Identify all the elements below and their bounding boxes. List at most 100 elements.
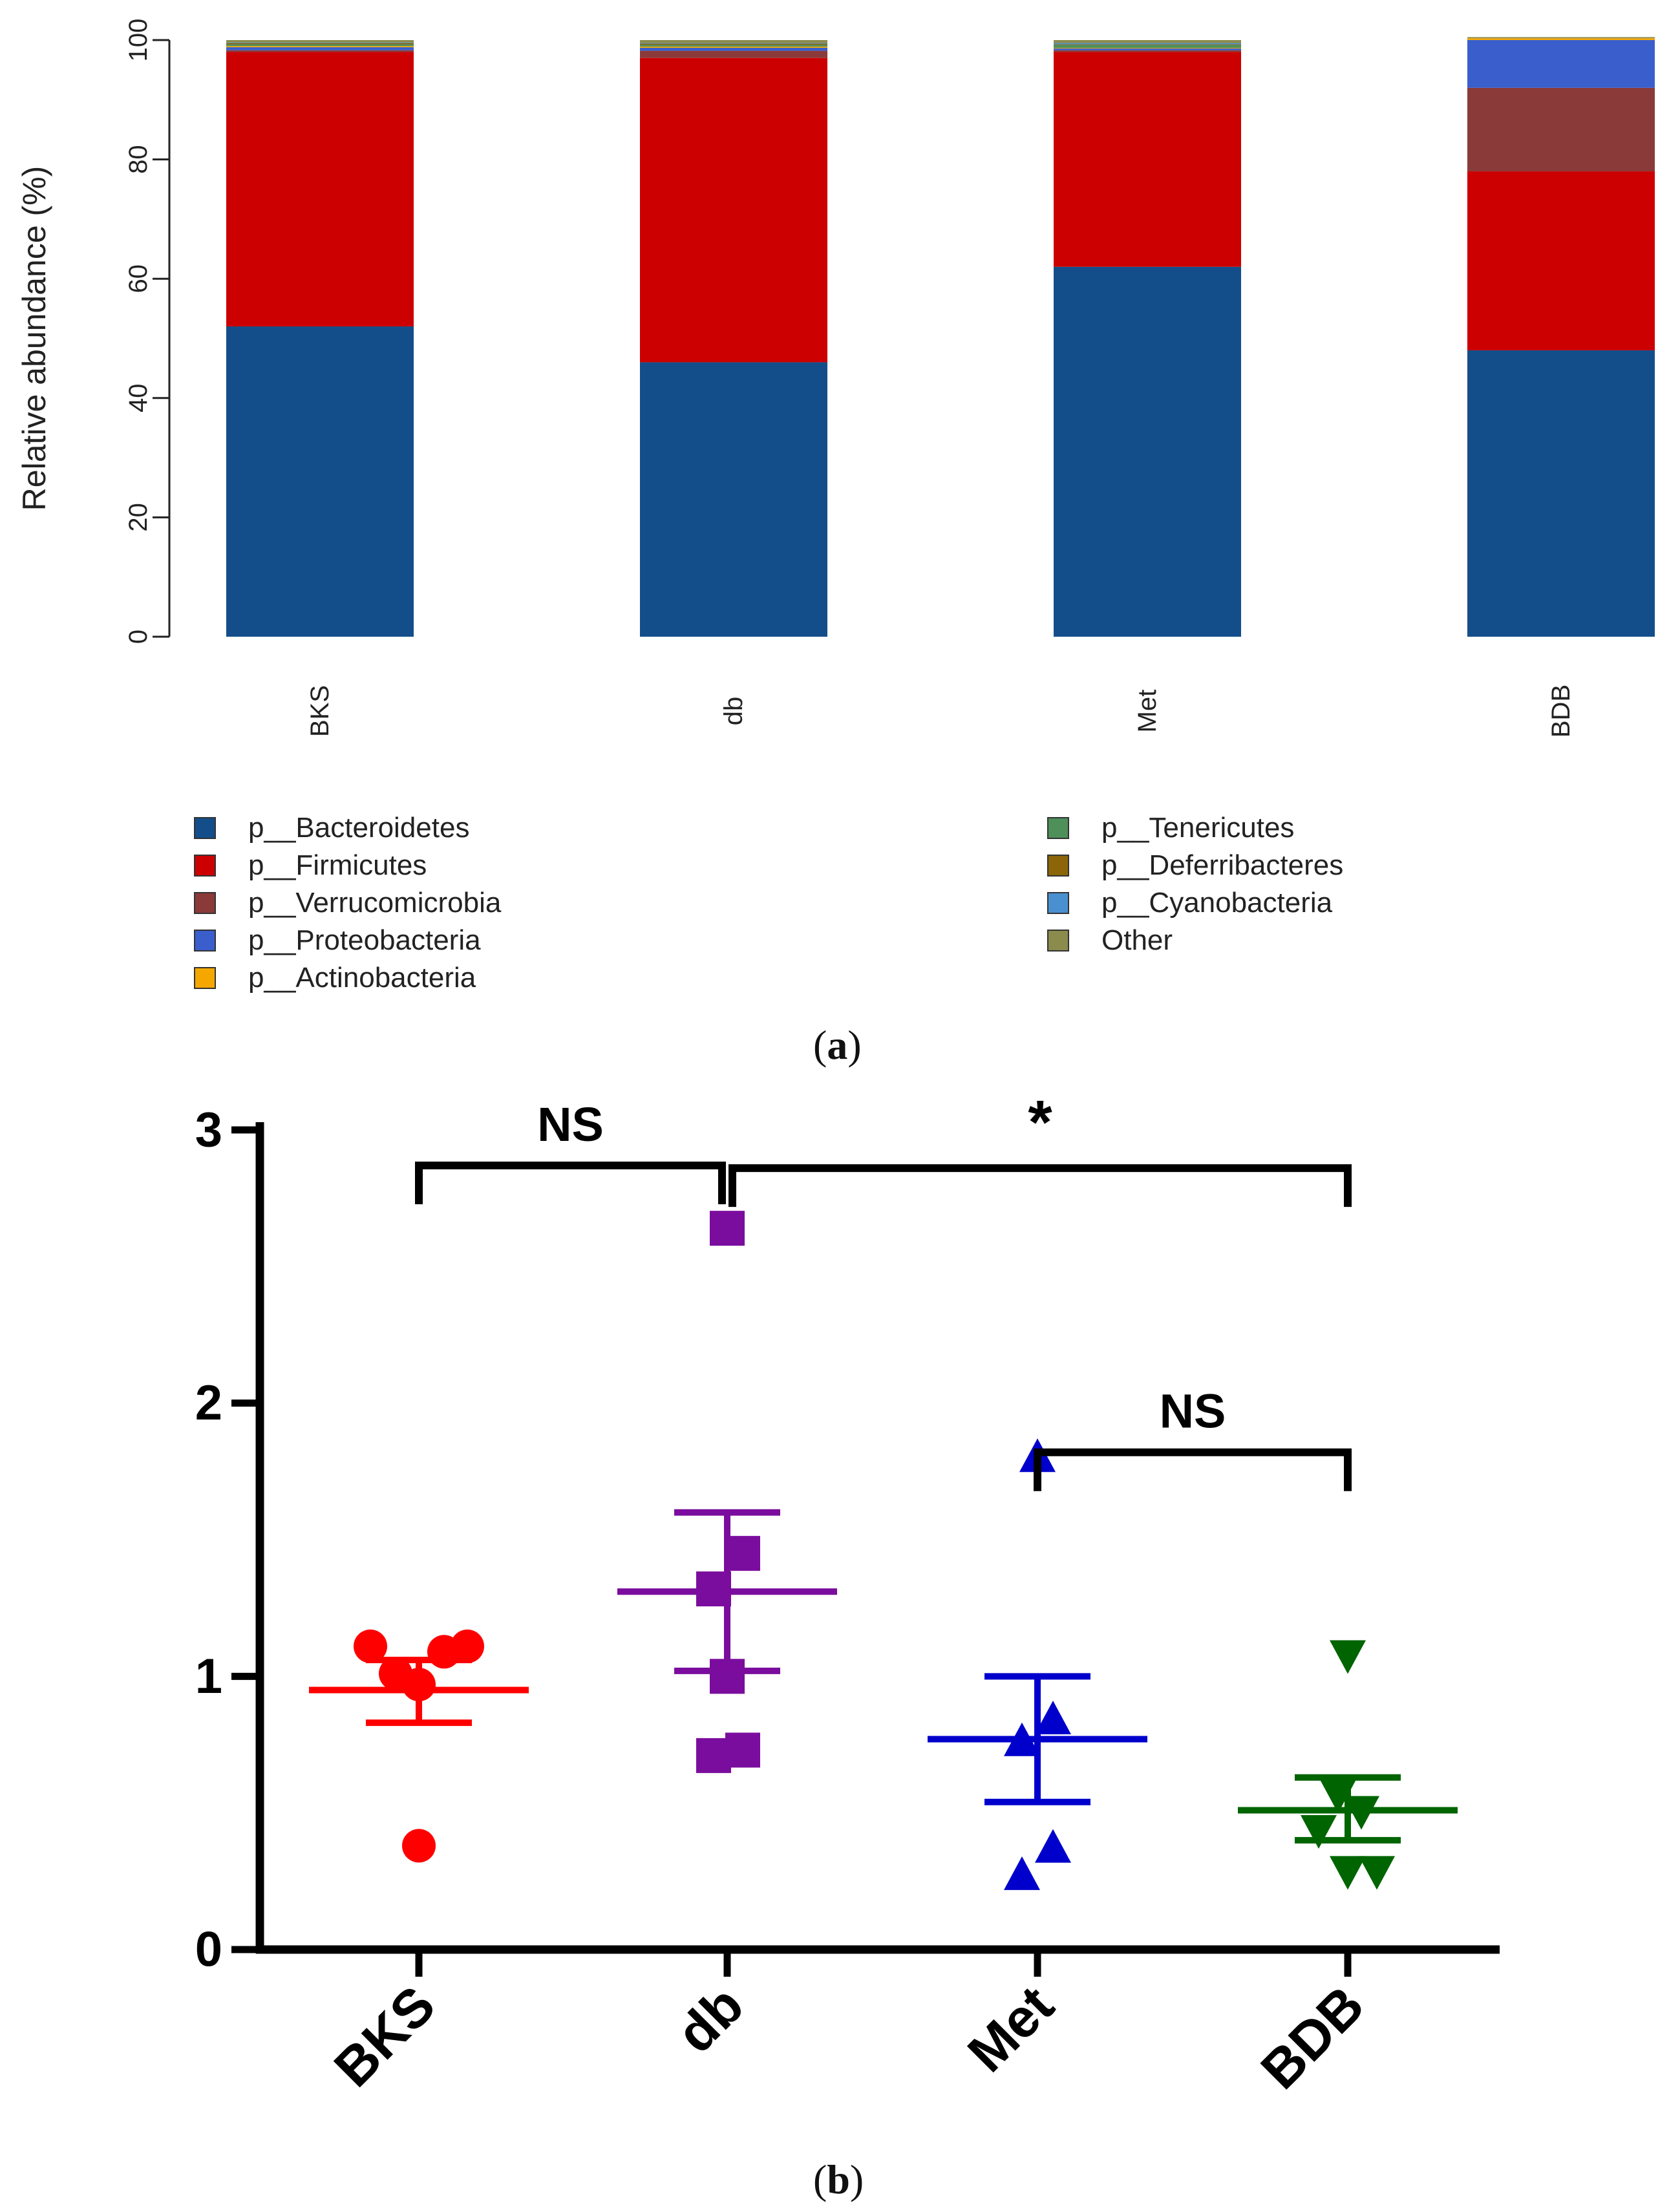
bar-segment xyxy=(640,47,827,51)
significance-bracket xyxy=(415,1161,726,1204)
data-point xyxy=(402,1829,436,1863)
scatter-chart: 0 1 2 3 BKS db Met BDB NS * NS xyxy=(195,1088,1500,2100)
data-point xyxy=(1004,1856,1040,1890)
data-point xyxy=(1330,1856,1366,1890)
legend-swatch xyxy=(194,930,216,952)
legend-swatch xyxy=(1047,817,1069,839)
y-tick-label: 80 xyxy=(124,145,153,174)
bar-segment xyxy=(1054,266,1241,637)
y-tick-label: 20 xyxy=(124,503,153,532)
legend-label: p__Tenericutes xyxy=(1101,812,1295,844)
bar-segment xyxy=(640,47,827,48)
bar-segment xyxy=(1054,50,1241,52)
bar-segment xyxy=(226,326,414,637)
legend-item: p__Bacteroidetes xyxy=(194,809,501,847)
panel-b-label: (b) xyxy=(813,2156,864,2202)
y-tick-label: 0 xyxy=(195,1922,222,1977)
legend-item: p__Proteobacteria xyxy=(194,922,501,959)
bar-segment xyxy=(640,45,827,47)
bar-segment xyxy=(1467,171,1655,350)
bar-segment xyxy=(1054,43,1241,45)
y-tick-label: 60 xyxy=(124,264,153,293)
bar-segment xyxy=(1054,45,1241,48)
legend-left: p__Bacteroidetes p__Firmicutes p__Verruc… xyxy=(194,809,501,997)
legend-item: Other xyxy=(1047,922,1343,959)
data-point xyxy=(1359,1856,1395,1890)
bar-segment xyxy=(1467,37,1655,39)
x-tick-label: BKS xyxy=(323,1974,447,2098)
bar-segment xyxy=(226,40,414,43)
legend-right: p__Tenericutes p__Deferribacteres p__Cya… xyxy=(1047,809,1343,959)
x-tick-label: db xyxy=(665,1974,755,2064)
legend-item: p__Cyanobacteria xyxy=(1047,884,1343,922)
y-tick-label: 0 xyxy=(124,630,153,644)
legend-item: p__Firmicutes xyxy=(194,847,501,884)
x-tick-label: db xyxy=(719,697,748,726)
bar-segment xyxy=(226,43,414,45)
bar-segment xyxy=(226,52,414,327)
legend-swatch xyxy=(194,855,216,877)
bar-segment xyxy=(226,47,414,50)
y-tick-label: 1 xyxy=(195,1649,222,1704)
bar-segment xyxy=(1054,52,1241,267)
legend-item: p__Deferribacteres xyxy=(1047,847,1343,884)
data-point xyxy=(1301,1815,1337,1849)
x-tick-label: BDB xyxy=(1547,685,1575,738)
bar-segment xyxy=(640,40,827,43)
legend-swatch xyxy=(194,892,216,914)
bar-segment xyxy=(640,50,827,58)
relative-abundance-chart: 0 20 40 60 80 100 Relative abundance (%) BKS db M… xyxy=(16,19,1655,738)
bar-segment xyxy=(640,58,827,363)
significance-label: * xyxy=(1028,1088,1052,1157)
bar-segment xyxy=(640,43,827,44)
data-point xyxy=(354,1629,387,1663)
bar-segment xyxy=(226,46,414,48)
legend-label: p__Proteobacteria xyxy=(248,924,481,956)
legend-swatch xyxy=(1047,892,1069,914)
data-point xyxy=(1035,1829,1071,1863)
legend-item: p__Tenericutes xyxy=(1047,809,1343,847)
bar-segment xyxy=(226,44,414,47)
legend-item: p__Actinobacteria xyxy=(194,959,501,997)
legend-label: p__Deferribacteres xyxy=(1101,849,1344,881)
bar-segment xyxy=(226,50,414,52)
y-axis-label: Relative abundance (%) xyxy=(16,166,52,511)
x-tick-label: Met xyxy=(1133,690,1162,733)
legend-label: Other xyxy=(1101,924,1173,956)
legend-label: p__Bacteroidetes xyxy=(248,812,470,844)
legend-swatch xyxy=(194,817,216,839)
y-tick-label: 3 xyxy=(195,1103,222,1158)
bar-segment xyxy=(1054,44,1241,45)
data-point xyxy=(451,1629,484,1663)
data-point xyxy=(710,1211,745,1246)
y-tick-label: 100 xyxy=(124,19,153,62)
bar-segment xyxy=(1054,40,1241,43)
bar-segment xyxy=(1467,40,1655,88)
data-point xyxy=(725,1732,760,1768)
legend-swatch xyxy=(1047,930,1069,952)
legend-swatch xyxy=(194,967,216,989)
bar-segment xyxy=(640,43,827,45)
legend-item: p__Verrucomicrobia xyxy=(194,884,501,922)
panel-a-label: (a) xyxy=(813,1022,862,1068)
bar-segment xyxy=(1467,350,1655,637)
legend-swatch xyxy=(1047,855,1069,877)
significance-label: NS xyxy=(537,1098,604,1151)
data-point xyxy=(1330,1640,1366,1674)
legend-label: p__Verrucomicrobia xyxy=(248,887,502,919)
bar-segment xyxy=(640,362,827,637)
bar-segment xyxy=(1467,87,1655,172)
x-tick-label: BKS xyxy=(306,685,334,737)
data-point xyxy=(725,1536,760,1571)
significance-bracket xyxy=(728,1164,1352,1207)
legend-label: p__Firmicutes xyxy=(248,849,427,881)
bar-segment xyxy=(1467,38,1655,40)
data-point xyxy=(1035,1700,1071,1734)
y-tick-label: 2 xyxy=(195,1376,222,1430)
x-tick-label: Met xyxy=(956,1974,1065,2083)
y-tick-label: 40 xyxy=(124,384,153,413)
bar-segment xyxy=(1054,48,1241,50)
significance-bracket xyxy=(1034,1448,1352,1491)
legend-label: p__Actinobacteria xyxy=(248,962,476,994)
